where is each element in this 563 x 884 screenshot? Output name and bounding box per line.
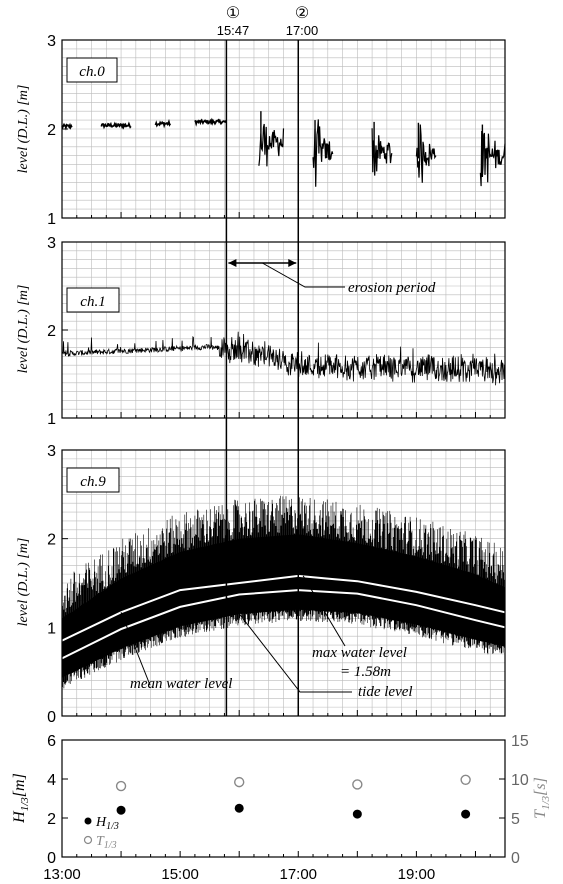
t13-point: [352, 779, 363, 790]
marker-1-number: ①: [226, 5, 240, 22]
ch9-label-box: [66, 467, 120, 493]
legend-t13-label: T1/3: [96, 834, 117, 851]
mean-water-level-label: mean water level: [130, 676, 232, 692]
y-tick-label: 0: [47, 709, 56, 726]
h13-axis-title: H1/3[m]: [11, 773, 31, 824]
ch0-data-segment: [415, 124, 437, 183]
ch0-data-segment: [100, 121, 132, 130]
mean-leader: [120, 612, 151, 686]
ch0-label: ch.0: [79, 64, 105, 80]
ch1-data-trace: [62, 331, 506, 386]
y-tick-label: 2: [47, 122, 56, 139]
max-leader: [302, 575, 346, 647]
y-tick-label: 3: [47, 443, 56, 460]
y-tick-label-right: 10: [511, 772, 529, 789]
h13-point: [352, 809, 362, 819]
ch0-label-box: [66, 57, 118, 83]
marker-1-time: 15:47: [217, 23, 250, 38]
ch9-y-axis-title: level (D.L.) [m]: [16, 538, 31, 627]
h13-point: [234, 803, 244, 813]
ch0-data-segment: [154, 118, 172, 129]
mean-water-level-line: [61, 574, 506, 642]
legend-h13-marker: [84, 817, 92, 825]
y-tick-label: 6: [47, 733, 56, 750]
erosion-leader-line: [262, 262, 345, 288]
erosion-arrow-head-left: [228, 259, 237, 267]
x-tick-label: 15:00: [161, 866, 199, 883]
ch0-data-segment: [371, 128, 393, 176]
x-tick-label: 13:00: [43, 866, 81, 883]
ch0-data-segment: [479, 130, 506, 187]
ch1-label-box: [66, 287, 120, 313]
ch0-data-segment: [258, 123, 285, 167]
max-water-level-value: = 1.58m: [340, 664, 391, 680]
ch1-label: ch.1: [80, 294, 105, 310]
y-tick-label: 2: [47, 811, 56, 828]
ch1-y-axis-title: level (D.L.) [m]: [16, 285, 31, 374]
x-tick-label: 19:00: [398, 866, 436, 883]
ch0-data-segment: [312, 119, 334, 187]
ch0-data-segment: [194, 117, 228, 127]
t13-point: [115, 780, 127, 792]
y-tick-label: 3: [47, 235, 56, 252]
max-water-level-label: max water level: [312, 645, 407, 661]
data-layer: [61, 111, 506, 819]
y-tick-label: 2: [47, 323, 56, 340]
marker-2-number: ②: [295, 5, 309, 22]
marker-2-time: 17:00: [286, 23, 319, 38]
legend-t13-marker: [83, 835, 93, 845]
y-tick-label: 0: [47, 850, 56, 867]
y-tick-label: 3: [47, 33, 56, 50]
legend-h13-label: H1/3: [95, 815, 119, 832]
ch0-y-axis-title: level (D.L.) [m]: [16, 85, 31, 174]
t13-point: [233, 776, 245, 788]
h13-point: [461, 809, 471, 819]
axes-layer: 1 2 3 1 2 3 0 1 2 3 0 2 4 6 0 5 10 15 13:00 15:00 17:00 19:00: [43, 33, 529, 883]
y-tick-label: 4: [47, 772, 56, 789]
tide-level-label: tide level: [358, 684, 413, 700]
y-tick-label: 1: [47, 211, 56, 228]
erosion-arrow-head-right: [288, 259, 297, 267]
ch0-data-segment: [61, 122, 73, 131]
y-tick-label: 2: [47, 532, 56, 549]
erosion-period-label: erosion period: [348, 280, 436, 296]
y-tick-label-right: 0: [511, 850, 520, 867]
x-tick-label: 17:00: [279, 866, 317, 883]
h13-point: [116, 805, 126, 815]
t13-point: [460, 774, 471, 785]
tide-leader: [226, 596, 352, 693]
y-tick-label-right: 15: [511, 733, 529, 750]
panel-frame: [61, 739, 506, 858]
t13-axis-title: T1/3[s]: [532, 777, 552, 819]
y-tick-label: 1: [47, 411, 56, 428]
y-tick-label-right: 5: [511, 811, 520, 828]
ch9-label: ch.9: [80, 474, 106, 490]
y-tick-label: 1: [47, 620, 56, 637]
